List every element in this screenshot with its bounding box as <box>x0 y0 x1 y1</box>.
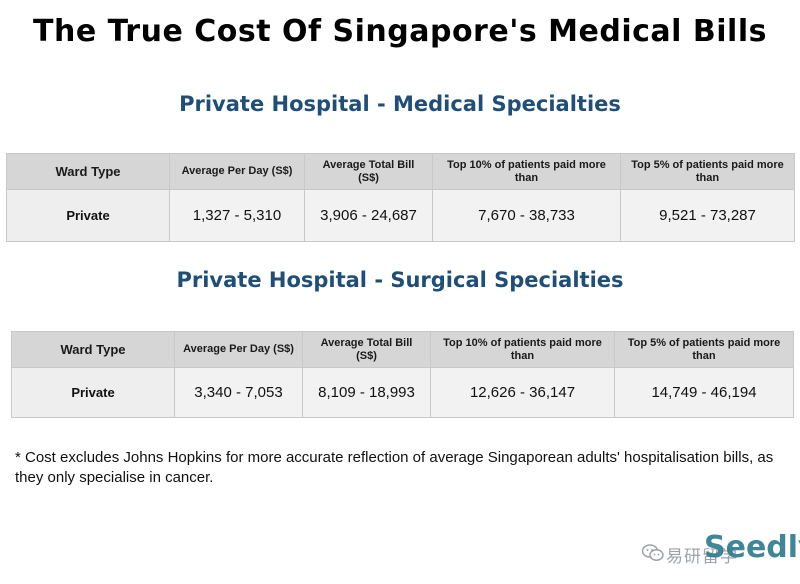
surgical-section-title: Private Hospital - Surgical Specialties <box>176 268 624 292</box>
watermark: 易研留学 Seedly <box>641 528 800 572</box>
cell-top-10-percent: 7,670 - 38,733 <box>432 189 621 242</box>
header-ward-type: Ward Type <box>6 153 170 190</box>
cell-ward-type: Private <box>11 367 175 418</box>
header-top-10-percent: Top 10% of patients paid more than <box>432 153 621 190</box>
cell-top-10-percent: 12,626 - 36,147 <box>430 367 615 418</box>
table-row: Private 1,327 - 5,310 3,906 - 24,687 7,6… <box>6 189 795 242</box>
cell-top-5-percent: 9,521 - 73,287 <box>620 189 795 242</box>
header-top-10-percent: Top 10% of patients paid more than <box>430 331 615 368</box>
page-title: The True Cost Of Singapore's Medical Bil… <box>33 14 767 49</box>
table-row: Private 3,340 - 7,053 8,109 - 18,993 12,… <box>11 367 794 418</box>
medical-cost-table: Ward Type Average Per Day (S$) Average T… <box>6 153 795 242</box>
cell-average-total-bill: 8,109 - 18,993 <box>302 367 431 418</box>
header-top-5-percent: Top 5% of patients paid more than <box>620 153 795 190</box>
header-average-total-bill: Average Total Bill (S$) <box>302 331 431 368</box>
footnote: * Cost excludes Johns Hopkins for more a… <box>15 449 774 486</box>
cell-average-per-day: 1,327 - 5,310 <box>169 189 305 242</box>
wechat-icon <box>641 544 664 567</box>
watermark-text: 易研留学 <box>666 547 738 566</box>
medical-section-title: Private Hospital - Medical Specialties <box>179 92 621 116</box>
cell-ward-type: Private <box>6 189 170 242</box>
header-average-total-bill: Average Total Bill (S$) <box>304 153 433 190</box>
cell-average-total-bill: 3,906 - 24,687 <box>304 189 433 242</box>
table-header-row: Ward Type Average Per Day (S$) Average T… <box>6 153 795 190</box>
header-average-per-day: Average Per Day (S$) <box>174 331 303 368</box>
cell-average-per-day: 3,340 - 7,053 <box>174 367 303 418</box>
surgical-cost-table: Ward Type Average Per Day (S$) Average T… <box>11 331 794 418</box>
table-header-row: Ward Type Average Per Day (S$) Average T… <box>11 331 794 368</box>
header-ward-type: Ward Type <box>11 331 175 368</box>
header-top-5-percent: Top 5% of patients paid more than <box>614 331 794 368</box>
seedly-logo: Seedly <box>704 530 800 565</box>
cell-top-5-percent: 14,749 - 46,194 <box>614 367 794 418</box>
header-average-per-day: Average Per Day (S$) <box>169 153 305 190</box>
